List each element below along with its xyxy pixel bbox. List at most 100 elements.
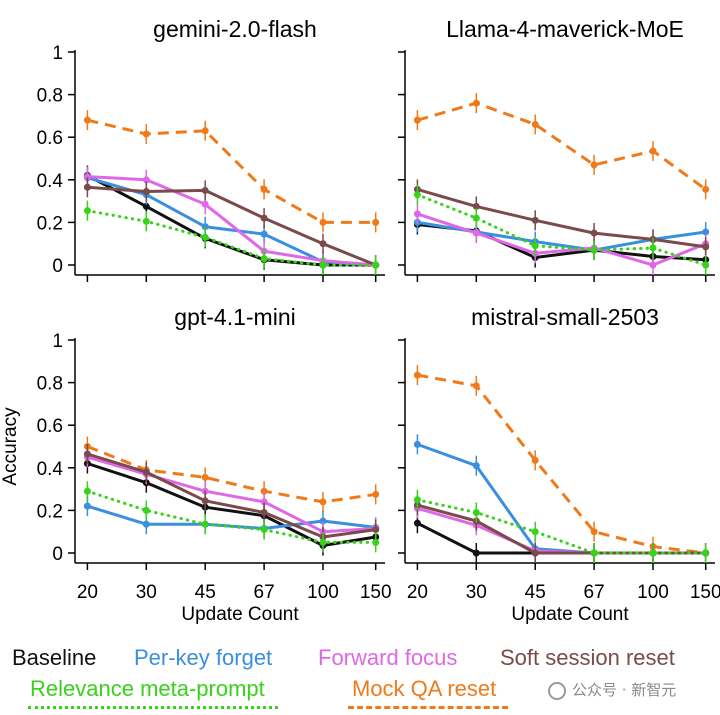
series-line [87,118,376,224]
data-point [83,450,91,458]
x-tick-label: 20 [407,582,428,603]
y-tick-label: 0.4 [37,171,64,192]
panel-title: Llama-4-maverick-MoE [446,16,684,42]
data-point [201,127,209,135]
series-baseline [83,165,380,275]
series-line [87,175,376,267]
x-tick-label: 100 [637,582,669,603]
data-point [590,246,598,254]
y-tick-label: 0.2 [37,213,63,234]
series-mock-qa-reset [413,93,710,200]
y-tick-label: 0.6 [37,128,63,149]
data-point [142,202,150,210]
series-relevance-meta-prompt [83,481,380,553]
data-point [531,242,539,250]
series-line [85,489,378,544]
y-tick-label: 0 [52,544,63,565]
data-point [260,185,268,193]
series-line [415,193,708,267]
series-line [86,455,376,534]
data-point [83,502,91,510]
x-tick-label: 67 [254,582,275,603]
data-point [472,99,480,107]
data-point [260,526,268,534]
panel-title: gemini-2.0-flash [153,16,317,42]
y-tick-label: 0.2 [37,501,63,522]
data-point [201,520,209,528]
data-point [472,509,480,517]
series-line [417,373,706,555]
data-point [531,216,539,224]
data-point [201,497,209,505]
data-point [319,538,327,546]
data-point [83,207,91,215]
data-point [649,261,657,269]
series-line [415,498,708,555]
data-point [590,528,598,536]
data-point [260,255,268,263]
panel-gemini-2-0-flash: gemini-2.0-flash 0 0.2 0.4 0.6 0.8 1 [37,16,385,282]
data-point [413,371,421,379]
data-point [372,261,380,269]
series-line [86,452,376,539]
data-point [83,173,91,181]
data-point [83,116,91,124]
data-point [319,517,327,525]
panel-mistral-small-2503: mistral-small-2503 20 30 45 67 100 150 Update C… [398,304,720,625]
series-relevance-meta-prompt [413,489,710,563]
data-point [702,185,710,193]
panel-title: mistral-small-2503 [471,304,659,330]
series-line [86,445,376,504]
y-tick-label: 0.8 [37,374,63,395]
data-point [142,176,150,184]
x-tick-label: 45 [195,582,216,603]
data-point [260,509,268,517]
data-point [413,210,421,218]
data-point [649,147,657,155]
data-point [590,549,598,557]
x-tick-label: 150 [360,582,392,603]
data-point [531,549,539,557]
x-axis-label: Update Count [511,604,629,625]
series-relevance-meta-prompt [83,200,380,275]
series-relevance-meta-prompt [413,184,710,275]
data-point [201,233,209,241]
series-per-key-forget [83,167,380,275]
series-line [416,212,707,267]
data-point [472,229,480,237]
series-line [85,209,378,267]
data-point [83,487,91,495]
data-point [531,456,539,464]
data-point [590,161,598,169]
data-point [413,116,421,124]
data-point [702,261,710,269]
x-axis-label: Update Count [181,604,299,625]
series-forward-focus [413,203,710,275]
data-point [702,549,710,557]
panel-gpt-4-1-mini: gpt-4.1-mini 0 0.2 0.4 0.6 0.8 1 20 30 45 67 100 150… [0,304,392,625]
data-point [413,440,421,448]
data-point [472,382,480,390]
data-point [201,473,209,481]
data-point [413,191,421,199]
data-point [319,261,327,269]
data-point [413,496,421,504]
series-forward-focus [83,166,380,275]
series-line [86,504,376,530]
data-point [83,183,91,191]
data-point [472,202,480,210]
data-point [142,130,150,138]
y-tick-label: 0 [52,256,63,277]
y-tick-label: 0.4 [37,459,64,480]
data-point [372,526,380,534]
data-point [201,186,209,194]
y-tick-label: 0.6 [37,416,63,437]
data-point [472,549,480,557]
data-point [372,218,380,226]
x-tick-label: 150 [690,582,720,603]
series-line [87,185,377,267]
series-line [416,101,707,191]
data-point [142,520,150,528]
data-point [201,200,209,208]
data-point [472,214,480,222]
